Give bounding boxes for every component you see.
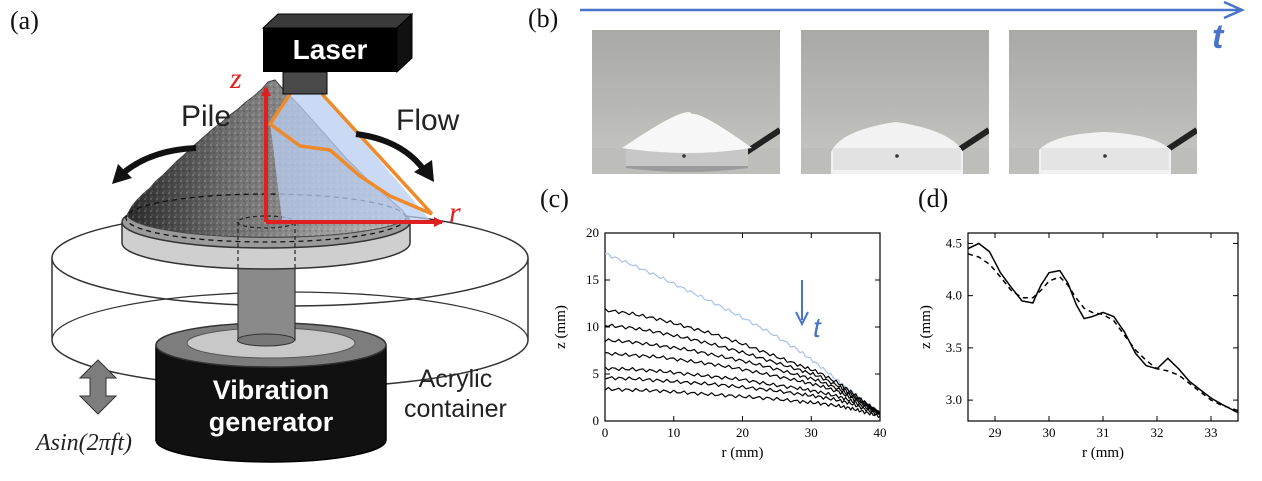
laser-label: Laser xyxy=(292,34,368,65)
panel-label-b: (b) xyxy=(528,4,559,33)
laser-beam-outline xyxy=(268,92,434,216)
profile-line-5 xyxy=(604,366,881,415)
panel-label-a: (a) xyxy=(10,6,39,35)
panel-label-d: (d) xyxy=(918,184,949,213)
y-tick-label: 3.0 xyxy=(946,392,962,407)
pile-photo-3 xyxy=(1009,30,1197,174)
r-axis-label: r xyxy=(449,196,461,229)
x-axis-label: r (mm) xyxy=(721,445,763,461)
forcing-label: Asin(2πft) xyxy=(36,430,133,456)
pile-arrow xyxy=(112,145,197,184)
pile-label: Pile xyxy=(181,100,232,133)
flow-arrow xyxy=(355,131,434,182)
laser-device xyxy=(261,12,414,95)
profile-chart: 0 10 20 30 40 0 5 10 15 20 r (mm) z (mm) xyxy=(553,225,887,461)
x-tick-label: 20 xyxy=(736,425,749,440)
coordinate-axes xyxy=(261,86,444,227)
y-tick-label: 4.5 xyxy=(946,235,962,250)
x-tick-label: 10 xyxy=(667,425,680,440)
generator-label-line1: Vibration xyxy=(212,375,330,405)
setup-schematic xyxy=(51,12,529,463)
profile-line-4 xyxy=(604,351,881,415)
x-tick-label: 31 xyxy=(1097,425,1110,440)
container-label: Acrylic container xyxy=(404,364,507,424)
x-tick-label: 29 xyxy=(989,425,1002,440)
pile-photo-1 xyxy=(592,30,780,174)
profile-line-6 xyxy=(604,376,881,416)
time-arrow xyxy=(580,0,1246,20)
vibration-direction-icon xyxy=(78,359,118,415)
plot-frame xyxy=(967,232,1239,422)
chart-time-label: t xyxy=(813,312,821,343)
profile-line-3 xyxy=(604,338,881,415)
x-axis-label: r (mm) xyxy=(1082,445,1124,461)
y-tick-label: 20 xyxy=(586,225,599,240)
y-tick-label: 10 xyxy=(586,319,599,334)
profile-line-1 xyxy=(967,253,1239,412)
x-tick-label: 30 xyxy=(805,425,818,440)
x-tick-label: 32 xyxy=(1151,425,1164,440)
y-tick-label: 0 xyxy=(593,413,600,428)
y-tick-label: 3.5 xyxy=(946,340,962,355)
y-axis-label: z (mm) xyxy=(553,305,569,349)
laser-sheet xyxy=(270,92,430,220)
flow-label: Flow xyxy=(396,104,460,137)
container-label-line2: container xyxy=(404,395,507,423)
x-tick-label: 33 xyxy=(1205,425,1218,440)
pile-photo-2 xyxy=(801,30,989,174)
y-tick-label: 15 xyxy=(586,272,599,287)
zoom-profile-chart: 29 30 31 32 33 3.0 3.5 4.0 4.5 r (mm) z (mm) xyxy=(920,232,1239,461)
generator-label: Vibration generator xyxy=(156,374,386,438)
y-axis-label: z (mm) xyxy=(920,305,934,349)
x-tick-label: 30 xyxy=(1043,425,1056,440)
profile-line-0 xyxy=(604,253,881,415)
panel-label-c: (c) xyxy=(540,184,569,213)
x-tick-label: 40 xyxy=(874,425,887,440)
x-tick-label: 0 xyxy=(602,425,609,440)
time-label: t xyxy=(1212,18,1224,56)
y-tick-label: 4.0 xyxy=(946,288,962,303)
container-label-line1: Acrylic xyxy=(418,365,493,393)
generator-label-line2: generator xyxy=(208,407,334,437)
z-axis-label: z xyxy=(230,62,242,95)
y-tick-label: 5 xyxy=(593,366,600,381)
time-arrow-chart xyxy=(795,280,809,327)
profile-line-7 xyxy=(604,386,881,418)
profile-line-0 xyxy=(967,242,1239,414)
profile-line-1 xyxy=(604,307,881,414)
